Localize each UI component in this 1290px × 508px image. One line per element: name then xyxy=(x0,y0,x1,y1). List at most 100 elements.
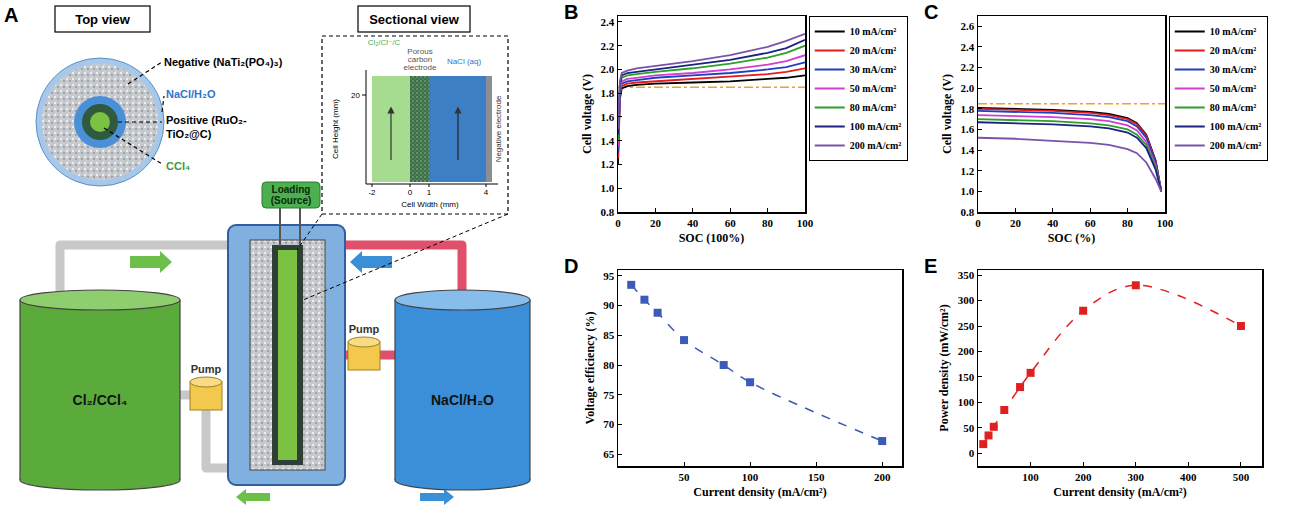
svg-text:50 mA/cm²: 50 mA/cm² xyxy=(850,83,897,94)
svg-text:20 mA/cm²: 20 mA/cm² xyxy=(1210,45,1257,56)
svg-text:100: 100 xyxy=(742,471,759,483)
svg-text:Pump: Pump xyxy=(349,323,380,335)
svg-text:Cell Height (mm): Cell Height (mm) xyxy=(331,99,340,159)
svg-text:2.6: 2.6 xyxy=(961,20,975,32)
svg-text:Power density (mW/cm²): Power density (mW/cm²) xyxy=(937,304,951,431)
svg-text:Cell Width (mm): Cell Width (mm) xyxy=(401,200,459,209)
svg-text:10 mA/cm²: 10 mA/cm² xyxy=(1210,26,1257,37)
svg-text:Cell voltage (V): Cell voltage (V) xyxy=(580,74,594,154)
svg-text:2.4: 2.4 xyxy=(601,16,615,28)
svg-text:Negative electrode: Negative electrode xyxy=(494,95,503,162)
svg-text:60: 60 xyxy=(1085,217,1097,229)
svg-text:90: 90 xyxy=(603,299,615,311)
svg-text:Positive (RuO₂-TiO₂@C): Positive (RuO₂-TiO₂@C) xyxy=(166,114,247,140)
svg-text:10 mA/cm²: 10 mA/cm² xyxy=(850,26,897,37)
svg-text:200: 200 xyxy=(958,345,975,357)
svg-text:150: 150 xyxy=(958,371,975,383)
svg-text:CCl₄: CCl₄ xyxy=(166,160,190,172)
svg-text:50 mA/cm²: 50 mA/cm² xyxy=(1210,83,1257,94)
svg-text:1.0: 1.0 xyxy=(601,182,615,194)
svg-text:100: 100 xyxy=(958,396,975,408)
svg-text:1.6: 1.6 xyxy=(601,111,615,123)
svg-text:0: 0 xyxy=(408,188,413,197)
svg-text:NaCl/H₂O: NaCl/H₂O xyxy=(431,392,494,408)
svg-text:70: 70 xyxy=(603,418,615,430)
svg-text:Voltage efficiency (%): Voltage efficiency (%) xyxy=(583,312,597,425)
svg-text:40: 40 xyxy=(687,217,699,229)
svg-text:200 mA/cm²: 200 mA/cm² xyxy=(1210,140,1262,151)
svg-text:2.2: 2.2 xyxy=(961,61,975,73)
svg-text:20: 20 xyxy=(351,91,360,100)
svg-text:Porouscarbonelectrode: Porouscarbonelectrode xyxy=(404,47,437,72)
svg-text:75: 75 xyxy=(603,389,615,401)
svg-text:1.4: 1.4 xyxy=(961,144,975,156)
svg-text:1.2: 1.2 xyxy=(961,165,975,177)
svg-text:80: 80 xyxy=(762,217,774,229)
svg-text:40: 40 xyxy=(1047,217,1059,229)
svg-text:0.8: 0.8 xyxy=(961,206,975,218)
svg-text:20 mA/cm²: 20 mA/cm² xyxy=(850,45,897,56)
svg-text:100: 100 xyxy=(1022,471,1039,483)
svg-text:65: 65 xyxy=(603,448,615,460)
svg-text:Cl₂/CCl₄: Cl₂/CCl₄ xyxy=(73,392,128,408)
svg-text:20: 20 xyxy=(1010,217,1022,229)
svg-text:20: 20 xyxy=(650,217,662,229)
svg-text:250: 250 xyxy=(958,320,975,332)
svg-text:300: 300 xyxy=(1128,471,1145,483)
svg-text:Cl₂/Cl⁻/C: Cl₂/Cl⁻/C xyxy=(368,38,401,47)
svg-text:NaCl/H₂O: NaCl/H₂O xyxy=(166,88,216,100)
svg-text:Loading(Source): Loading(Source) xyxy=(271,184,312,206)
svg-text:100: 100 xyxy=(797,217,814,229)
svg-text:500: 500 xyxy=(1233,471,1250,483)
svg-text:Top view: Top view xyxy=(75,12,131,27)
svg-text:80: 80 xyxy=(1122,217,1134,229)
svg-text:SOC (%): SOC (%) xyxy=(1048,231,1096,245)
svg-text:400: 400 xyxy=(1180,471,1197,483)
svg-text:200 mA/cm²: 200 mA/cm² xyxy=(850,140,902,151)
svg-text:100 mA/cm²: 100 mA/cm² xyxy=(850,121,902,132)
svg-text:100 mA/cm²: 100 mA/cm² xyxy=(1210,121,1262,132)
svg-text:2.0: 2.0 xyxy=(961,82,975,94)
svg-text:30 mA/cm²: 30 mA/cm² xyxy=(850,64,897,75)
svg-text:Current density (mA/cm²): Current density (mA/cm²) xyxy=(1053,485,1186,499)
svg-text:1.4: 1.4 xyxy=(601,135,615,147)
svg-text:350: 350 xyxy=(958,269,975,281)
svg-text:0: 0 xyxy=(975,217,981,229)
svg-text:0: 0 xyxy=(615,217,621,229)
svg-text:30 mA/cm²: 30 mA/cm² xyxy=(1210,64,1257,75)
svg-text:1.0: 1.0 xyxy=(961,185,975,197)
svg-text:Negative (NaTi₂(PO₄)₃): Negative (NaTi₂(PO₄)₃) xyxy=(164,56,283,68)
svg-text:2.0: 2.0 xyxy=(601,63,615,75)
svg-text:0: 0 xyxy=(969,447,975,459)
svg-text:50: 50 xyxy=(963,422,975,434)
svg-text:SOC (100%): SOC (100%) xyxy=(679,231,745,245)
svg-text:50: 50 xyxy=(679,471,691,483)
svg-text:80 mA/cm²: 80 mA/cm² xyxy=(1210,102,1257,113)
svg-text:100: 100 xyxy=(1157,217,1174,229)
svg-text:200: 200 xyxy=(874,471,891,483)
svg-text:4: 4 xyxy=(484,188,489,197)
svg-text:1.8: 1.8 xyxy=(601,87,615,99)
svg-text:-2: -2 xyxy=(368,188,376,197)
svg-text:60: 60 xyxy=(725,217,737,229)
svg-text:1.2: 1.2 xyxy=(601,158,615,170)
svg-text:80 mA/cm²: 80 mA/cm² xyxy=(850,102,897,113)
svg-text:Cell voltage (V): Cell voltage (V) xyxy=(940,74,954,154)
svg-text:2.4: 2.4 xyxy=(961,41,975,53)
svg-text:0.8: 0.8 xyxy=(601,206,615,218)
svg-text:80: 80 xyxy=(603,359,615,371)
svg-text:200: 200 xyxy=(1075,471,1092,483)
svg-text:Current density (mA/cm²): Current density (mA/cm²) xyxy=(693,485,826,499)
svg-text:85: 85 xyxy=(603,329,615,341)
svg-text:150: 150 xyxy=(808,471,825,483)
svg-text:1.6: 1.6 xyxy=(961,123,975,135)
svg-text:300: 300 xyxy=(958,294,975,306)
svg-text:Pump: Pump xyxy=(191,363,222,375)
svg-text:Sectional view: Sectional view xyxy=(369,12,459,27)
svg-text:2.2: 2.2 xyxy=(601,40,615,52)
svg-text:1.8: 1.8 xyxy=(961,103,975,115)
svg-text:NaCl (aq): NaCl (aq) xyxy=(447,57,482,66)
svg-text:1: 1 xyxy=(427,188,432,197)
svg-text:A: A xyxy=(4,4,18,26)
svg-text:95: 95 xyxy=(603,270,615,282)
